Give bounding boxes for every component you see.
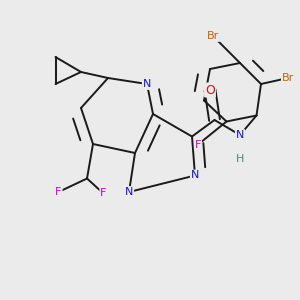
Text: Br: Br [282,73,294,83]
Text: F: F [55,187,62,197]
Text: N: N [236,130,244,140]
Text: N: N [125,187,133,197]
Text: N: N [191,170,199,181]
Text: F: F [100,188,107,199]
Text: H: H [236,154,244,164]
Text: N: N [143,79,151,89]
Text: O: O [205,83,215,97]
Text: Br: Br [207,31,219,41]
Text: F: F [195,140,201,150]
